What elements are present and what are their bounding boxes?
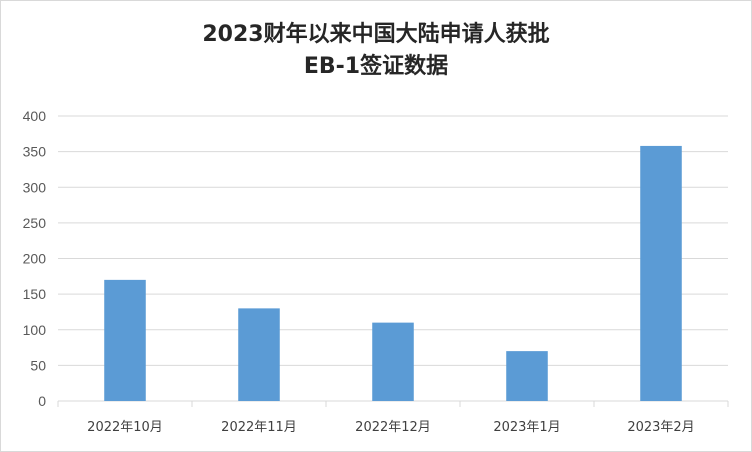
y-tick-label: 350: [23, 144, 47, 160]
y-tick-label: 200: [23, 251, 47, 267]
y-tick-label: 300: [23, 179, 47, 195]
chart-title-line-1: 2023财年以来中国大陆申请人获批: [202, 22, 550, 47]
x-tick-label: 2023年1月: [493, 420, 560, 435]
x-tick-label: 2022年12月: [355, 420, 431, 435]
y-tick-label: 150: [23, 286, 47, 302]
y-tick-label: 50: [30, 357, 46, 373]
chart-title-line-2: EB-1签证数据: [303, 54, 449, 79]
bar: [506, 351, 548, 401]
bar: [640, 145, 682, 401]
y-tick-label: 250: [23, 215, 47, 231]
x-tick-label: 2022年11月: [221, 420, 297, 435]
bar: [238, 308, 280, 401]
chart-title: 2023财年以来中国大陆申请人获批 EB-1签证数据: [1, 19, 751, 83]
bar: [104, 279, 146, 401]
x-tick-label: 2022年10月: [87, 420, 163, 435]
y-tick-label: 0: [38, 393, 46, 409]
y-tick-label: 400: [23, 108, 47, 124]
bar: [372, 322, 414, 401]
y-tick-label: 100: [23, 322, 47, 338]
x-tick-label: 2023年2月: [627, 420, 694, 435]
